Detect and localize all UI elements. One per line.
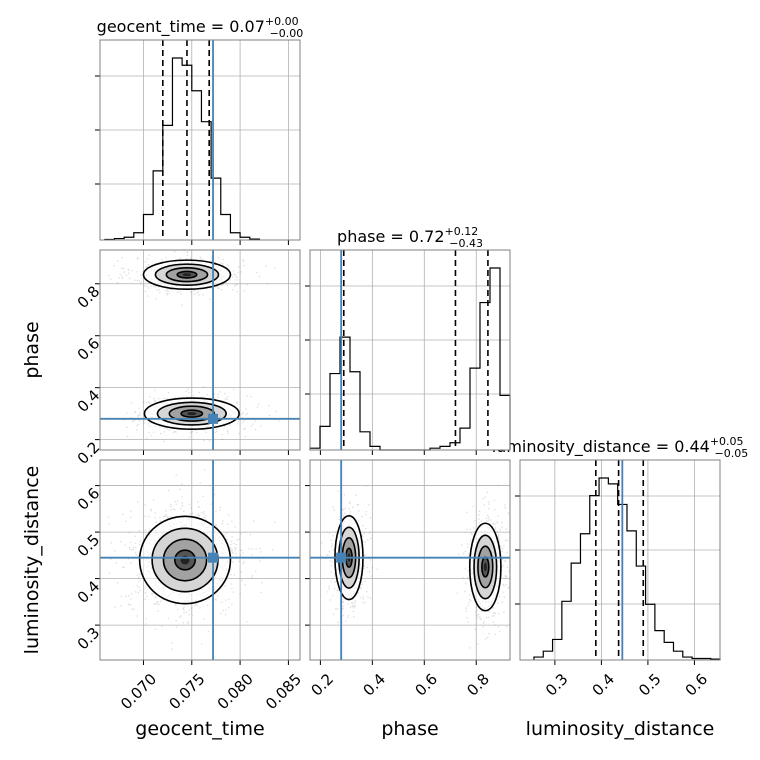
x-tick-label: 0.8 (463, 670, 493, 700)
y-axis-label: phase (21, 321, 43, 378)
x-tick-label: 0.6 (682, 670, 712, 700)
histogram-step (533, 477, 721, 660)
density-layer (100, 250, 300, 450)
x-tick-label: 0.085 (262, 670, 305, 713)
title-lower: −0.05 (715, 447, 749, 460)
x-tick-label: 0.2 (308, 670, 338, 700)
title-value: 0.07 (229, 17, 265, 36)
x-axis-label: luminosity_distance (526, 718, 715, 740)
x-tick-label: 0.5 (635, 670, 665, 700)
x-tick-label: 0.4 (359, 670, 389, 700)
x-tick-label: 0.070 (117, 670, 160, 713)
panel-background (520, 460, 720, 660)
panel-border (99, 459, 301, 661)
svg-text:phase = 0.72+0.12−0.43: phase = 0.72+0.12 −0.43 (337, 225, 483, 250)
title-text: geocent_time = (97, 17, 230, 37)
panel-border (519, 459, 721, 661)
title-upper: +0.05 (710, 435, 744, 448)
y-tick-label: 0.2 (74, 438, 104, 468)
y-tick-label: 0.6 (74, 334, 104, 364)
panel-background (100, 40, 300, 240)
diag-panel-geocent_time (95, 39, 301, 245)
x-tick-label: 0.4 (589, 670, 619, 700)
truth-marker (208, 413, 219, 424)
panel-border (309, 459, 511, 661)
title-upper: +0.12 (445, 225, 479, 238)
svg-text:luminosity_distance = 0.44+0.0: luminosity_distance = 0.44+0.05 −0.05 (492, 435, 749, 460)
truth-marker (336, 552, 347, 563)
diag-title-phase: phase = 0.72+0.12 −0.43 (337, 225, 483, 250)
y-tick-label: 0.4 (74, 577, 104, 607)
y-tick-label: 0.6 (74, 484, 104, 514)
diag-title-geocent_time: geocent_time = 0.07+0.00 −0.00 (97, 15, 304, 40)
panel-border (309, 249, 511, 451)
density-layer (310, 460, 510, 660)
density-layer (100, 460, 300, 660)
y-tick-label: 0.4 (74, 386, 104, 416)
histogram-step (104, 57, 261, 241)
panel-border (99, 249, 301, 451)
truth-marker (208, 552, 219, 563)
y-tick-label: 0.5 (74, 531, 104, 561)
diag-panel-luminosity_distance: 0.3 0.4 0.5 0.6 (515, 459, 721, 700)
x-tick-label: 0.6 (411, 670, 441, 700)
pair-panel-phase-luminosity_distance: 0.2 0.4 0.6 0.8 (305, 459, 511, 700)
title-text: luminosity_distance = (492, 437, 674, 457)
y-tick-label: 0.8 (74, 282, 104, 312)
density-core (187, 412, 197, 416)
title-value: 0.44 (674, 437, 710, 456)
x-tick-label: 0.080 (214, 670, 257, 713)
title-text: phase = (337, 227, 409, 246)
x-tick-label: 0.075 (165, 670, 208, 713)
diag-panel-phase (305, 249, 511, 455)
x-axis-label: phase (381, 718, 438, 740)
y-tick-label: 0.3 (74, 624, 104, 654)
svg-text:geocent_time = 0.07+0.00−0.00: geocent_time = 0.07+0.00 −0.00 (97, 15, 304, 40)
title-value: 0.72 (409, 227, 445, 246)
density-core (483, 562, 487, 572)
density-core (182, 273, 192, 277)
x-tick-label: 0.3 (542, 670, 572, 700)
diag-title-luminosity_distance: luminosity_distance = 0.44+0.05 −0.05 (492, 435, 749, 460)
panel-border (99, 39, 301, 241)
title-lower: −0.00 (270, 27, 304, 40)
x-axis-label: geocent_time (135, 718, 264, 740)
pair-panel-geocent_time-luminosity_distance: 0.070 0.075 0.080 0.085 0.3 0.4 0.5 0.6 (74, 459, 305, 713)
title-lower: −0.43 (449, 237, 483, 250)
y-axis-label: luminosity_distance (21, 466, 43, 655)
pair-panel-geocent_time-phase: 0.2 0.4 0.6 0.8 (74, 249, 301, 468)
title-upper: +0.00 (265, 15, 299, 28)
